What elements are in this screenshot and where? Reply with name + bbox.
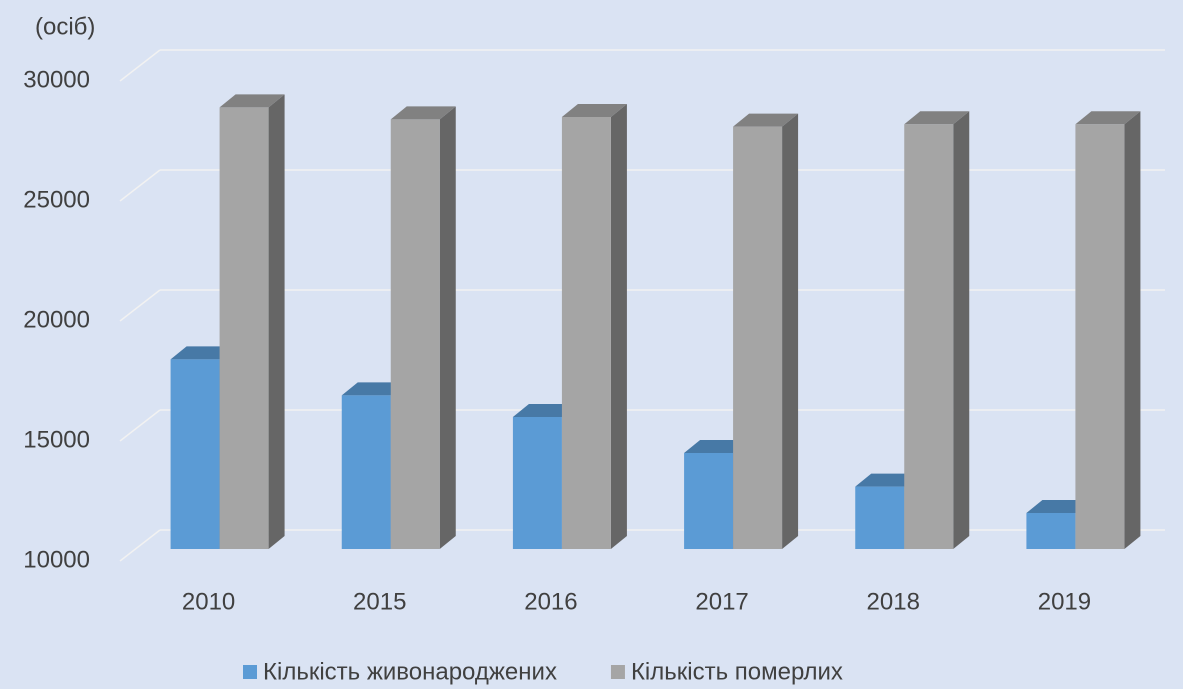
y-tick-label: 10000	[23, 546, 90, 573]
bar-top	[684, 440, 750, 453]
bar-front	[1075, 124, 1125, 549]
bar-top	[733, 113, 799, 127]
x-tick-label: 2018	[867, 588, 920, 615]
grid-line-side	[119, 169, 161, 202]
bar-front	[390, 119, 440, 550]
bar-side	[1124, 111, 1141, 549]
bar-top	[561, 104, 627, 117]
x-tick-label: 2015	[353, 588, 406, 615]
x-tick-label: 2019	[1038, 588, 1091, 615]
grid-line-side	[119, 409, 161, 442]
bar-top	[1075, 111, 1141, 125]
bar-top	[512, 404, 578, 417]
bar-top	[855, 473, 921, 487]
y-tick-label: 25000	[23, 186, 90, 213]
bar-front	[904, 124, 954, 549]
bar-front	[1026, 513, 1076, 549]
legend-label: Кількість живонароджених	[263, 658, 557, 685]
grid-line-side	[119, 49, 161, 82]
bar-top	[390, 106, 456, 120]
x-tick-label: 2010	[182, 588, 235, 615]
bar	[390, 106, 456, 550]
bar-front	[733, 126, 783, 549]
bar	[1075, 111, 1141, 549]
bar-side	[610, 104, 627, 549]
bar	[219, 94, 285, 550]
bar-front	[512, 417, 562, 549]
bar	[904, 111, 970, 549]
grid-line-side	[119, 289, 161, 322]
x-tick-label: 2016	[524, 588, 577, 615]
bar-top	[170, 346, 236, 360]
bar-side	[268, 94, 285, 550]
bar	[561, 104, 627, 549]
bar-front	[170, 359, 220, 549]
grid-line-side	[119, 529, 161, 562]
y-tick-label: 15000	[23, 426, 90, 453]
bar-front	[684, 453, 734, 549]
bar-top	[219, 94, 285, 108]
bar-front	[341, 395, 391, 549]
legend-label: Кількість померлих	[631, 658, 843, 685]
bar-side	[782, 113, 799, 549]
bar-side	[439, 106, 456, 550]
bar-top	[341, 382, 407, 396]
legend-swatch	[243, 665, 257, 679]
bar-top	[904, 111, 970, 125]
bar-side	[953, 111, 970, 549]
y-tick-label: 30000	[23, 66, 90, 93]
bar-front	[561, 117, 611, 549]
legend-swatch	[610, 665, 625, 679]
bar-front	[855, 486, 905, 549]
bar	[733, 113, 799, 549]
y-axis-label: (осіб)	[35, 13, 95, 40]
bar-top	[1026, 500, 1092, 513]
x-tick-label: 2017	[695, 588, 748, 615]
y-tick-label: 20000	[23, 306, 90, 333]
bar-front	[219, 107, 269, 550]
